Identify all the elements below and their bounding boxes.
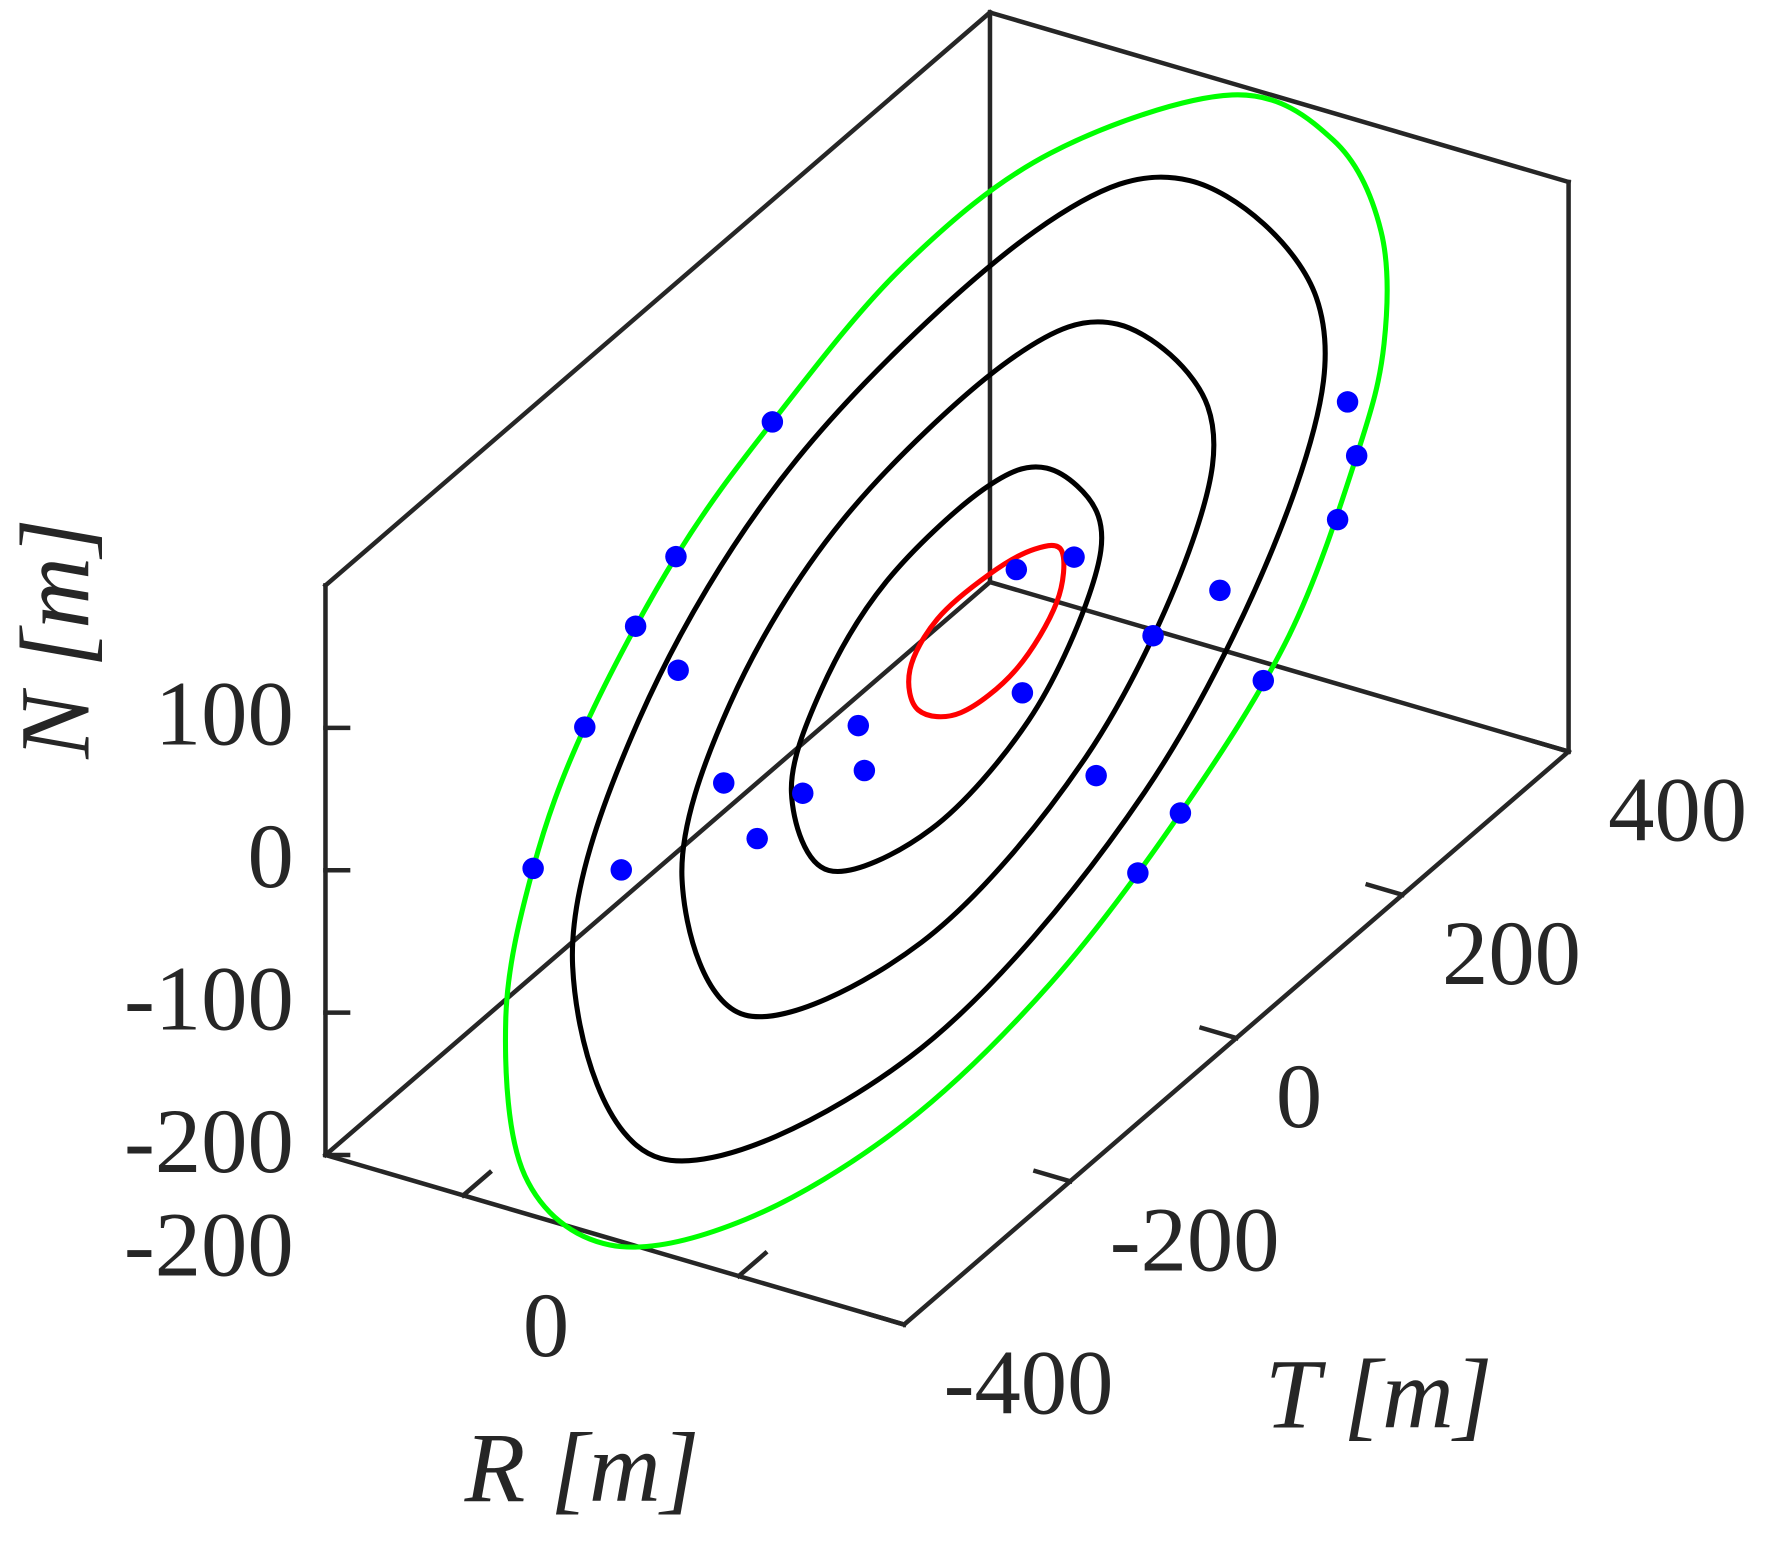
marker (1169, 802, 1192, 824)
x-tick (460, 1169, 494, 1199)
axes-box: -200 0 -400 -200 0 200 400 -200 -100 0 100 (124, 9, 1747, 1435)
marker (1063, 546, 1085, 568)
trajectory (679, 319, 1217, 1020)
z-tick-label: 0 (247, 805, 293, 908)
y-tick-label: -400 (944, 1332, 1114, 1435)
trajectory (569, 174, 1328, 1164)
marker (792, 782, 814, 804)
z-tick-label: -200 (124, 1090, 294, 1193)
marker (624, 615, 647, 638)
x-tick-label: 0 (523, 1274, 569, 1377)
marker (1209, 579, 1231, 602)
y-axis-label: T [m] (1265, 1339, 1493, 1450)
trajectory (502, 92, 1390, 1250)
y-tick (1198, 1025, 1240, 1041)
marker (1345, 445, 1368, 467)
box-edge (322, 9, 994, 589)
marker (610, 859, 632, 881)
y-tick (1364, 881, 1406, 898)
y-tick-label: 0 (1276, 1045, 1322, 1148)
y-tick-label: 400 (1608, 759, 1747, 862)
marker (713, 772, 735, 794)
y-tick (866, 1311, 907, 1328)
y-tick (1531, 738, 1572, 755)
box-edge (987, 9, 1572, 185)
trajectory (906, 542, 1067, 720)
marker (1336, 391, 1359, 413)
marker (574, 716, 596, 738)
marker (522, 857, 544, 880)
marker (665, 545, 687, 568)
x-axis-line (322, 1152, 907, 1328)
box-edge (322, 578, 994, 1159)
marker (1142, 625, 1164, 647)
marker (667, 659, 689, 681)
marker (746, 827, 768, 850)
marker (1005, 558, 1028, 581)
z-tick-label: -100 (124, 947, 294, 1050)
y-tick (1032, 1168, 1074, 1185)
z-tick-label: 100 (155, 663, 294, 766)
plot-area (502, 92, 1390, 1250)
marker (1085, 764, 1107, 787)
marker (1252, 669, 1275, 692)
marker (761, 411, 784, 433)
y-tick-label: -200 (1110, 1188, 1280, 1291)
marker (1127, 862, 1149, 884)
x-tick (735, 1249, 769, 1280)
x-axis-label: R [m] (464, 1412, 700, 1523)
y-tick-label: 200 (1442, 902, 1581, 1005)
marker (1011, 682, 1034, 704)
marker (1326, 508, 1349, 531)
trajectory (788, 464, 1105, 874)
z-axis-label: N [m] (0, 518, 110, 759)
marker (853, 759, 876, 782)
marker (847, 714, 870, 737)
box-edge (987, 579, 1572, 755)
x-tick-label: -200 (124, 1193, 294, 1296)
